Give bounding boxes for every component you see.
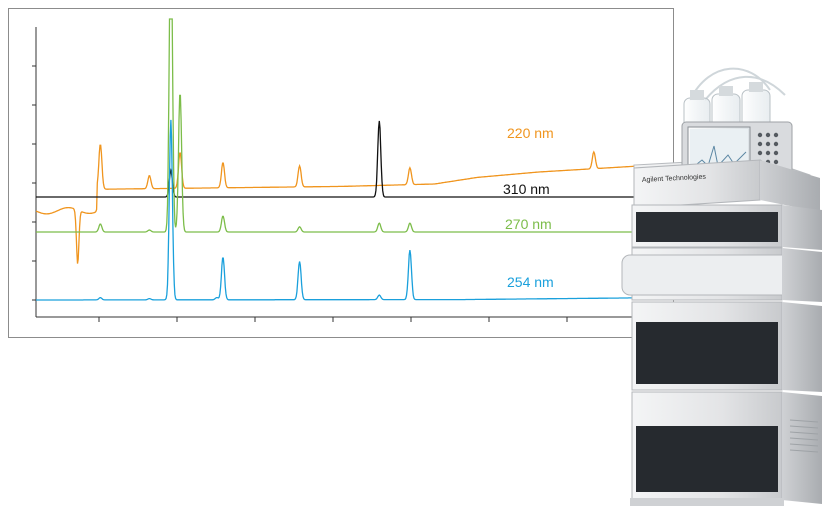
hplc-instrument-image: Agilent Technologies [621,67,822,506]
series-label-220nm: 220 nm [507,125,554,141]
series-line-310nm [36,120,649,198]
series-line-220nm [35,144,649,264]
series-label-310nm: 310 nm [503,181,550,197]
chromatogram-chart: 220 nm 310 nm 270 nm 254 nm [8,8,674,338]
series-label-270nm: 270 nm [505,216,552,232]
svg-text:Agilent Technologies: Agilent Technologies [642,174,707,184]
series-line-270nm [36,18,649,233]
chart-svg: 220 nm 310 nm 270 nm 254 nm [32,18,649,322]
module-top: Agilent Technologies [633,159,820,212]
module-stack [621,204,822,506]
series-line-254nm [36,119,649,301]
series-label-254nm: 254 nm [507,274,554,290]
